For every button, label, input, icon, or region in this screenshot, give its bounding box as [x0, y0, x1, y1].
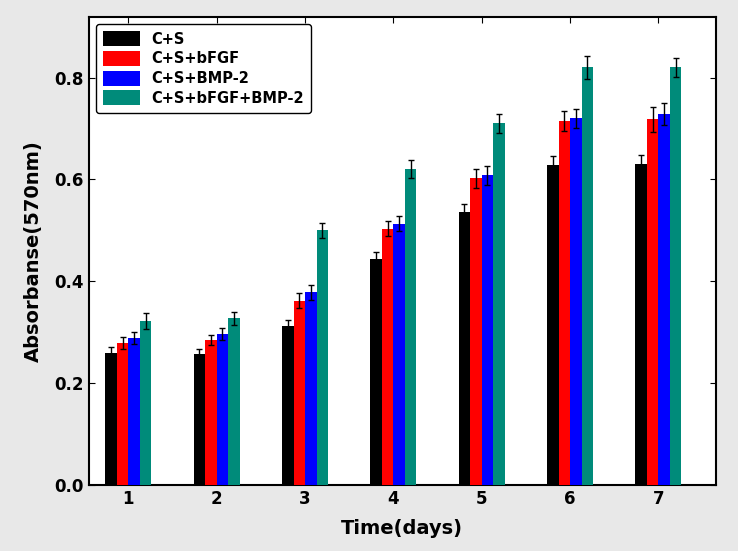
- Y-axis label: Absorbanse(570nm): Absorbanse(570nm): [24, 140, 43, 361]
- Bar: [470, 179, 482, 485]
- Bar: [382, 229, 393, 485]
- Bar: [658, 114, 670, 485]
- Bar: [547, 165, 559, 485]
- X-axis label: Time(days): Time(days): [341, 519, 463, 538]
- Bar: [106, 353, 117, 485]
- Bar: [459, 212, 470, 485]
- Bar: [217, 334, 228, 485]
- Bar: [317, 230, 328, 485]
- Bar: [294, 301, 305, 485]
- Bar: [193, 354, 205, 485]
- Bar: [670, 67, 681, 485]
- Legend: C+S, C+S+bFGF, C+S+BMP-2, C+S+bFGF+BMP-2: C+S, C+S+bFGF, C+S+BMP-2, C+S+bFGF+BMP-2: [96, 24, 311, 113]
- Bar: [582, 67, 593, 485]
- Bar: [205, 340, 217, 485]
- Bar: [282, 326, 294, 485]
- Bar: [482, 175, 493, 485]
- Bar: [647, 120, 658, 485]
- Bar: [405, 169, 416, 485]
- Bar: [370, 260, 382, 485]
- Bar: [393, 224, 405, 485]
- Bar: [117, 343, 128, 485]
- Bar: [635, 164, 647, 485]
- Bar: [139, 321, 151, 485]
- Bar: [559, 121, 570, 485]
- Bar: [128, 338, 139, 485]
- Bar: [570, 118, 582, 485]
- Bar: [305, 293, 317, 485]
- Bar: [228, 318, 240, 485]
- Bar: [493, 123, 505, 485]
